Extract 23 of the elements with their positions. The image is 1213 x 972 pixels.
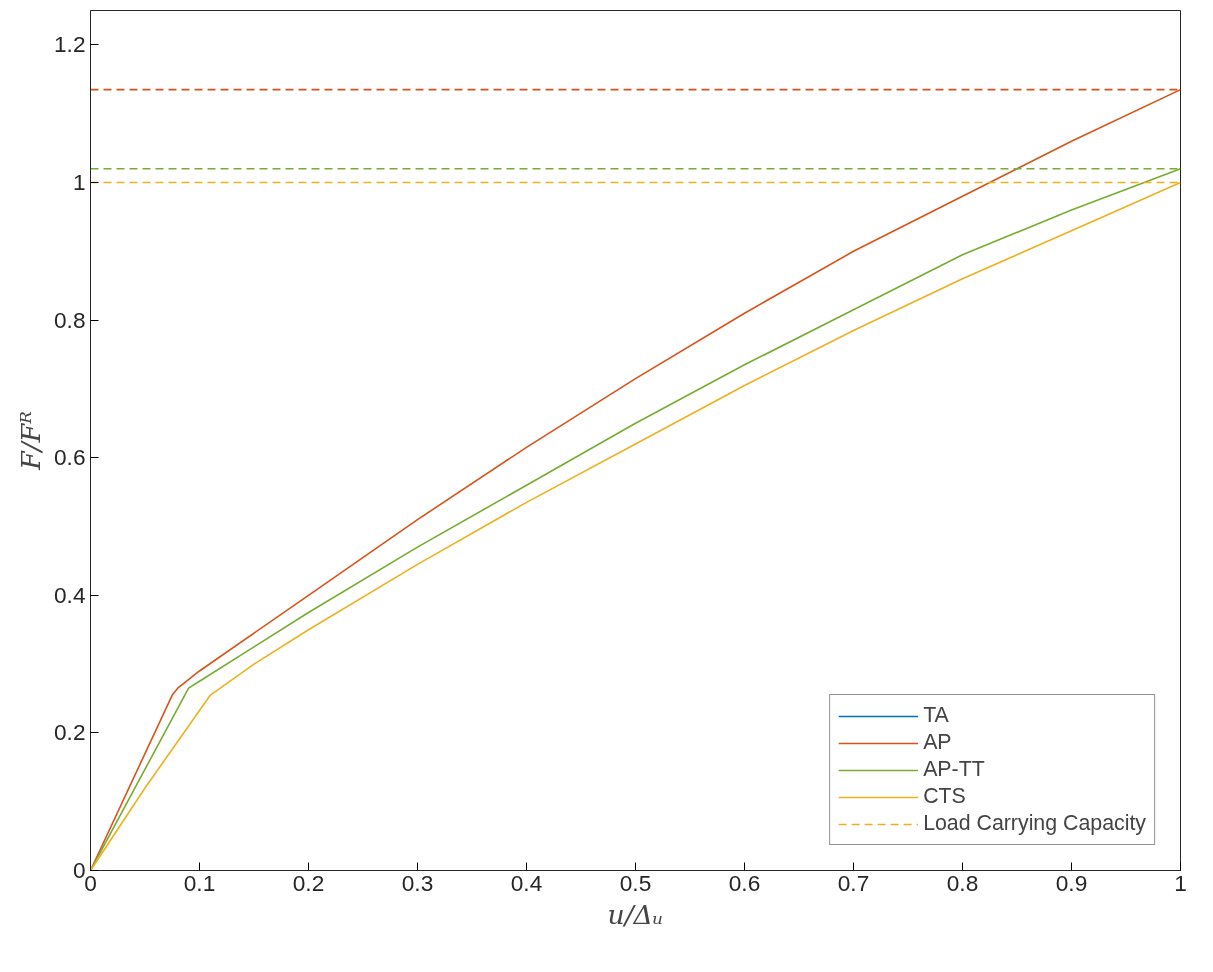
legend-label: AP (923, 730, 952, 755)
x-tick-label: 1 (1174, 869, 1187, 896)
x-tick-label: 0.9 (1055, 869, 1088, 896)
x-tick-label: 0.1 (183, 869, 216, 896)
y-tick-label: 1.2 (54, 31, 86, 58)
x-tick-label: 0.5 (619, 869, 652, 896)
x-tick-label: 0.2 (292, 869, 325, 896)
y-tick-label: 1 (72, 169, 86, 195)
legend-label: AP-TT (923, 757, 985, 782)
x-tick-label: 0.8 (946, 869, 979, 896)
x-axis-title: u/Δᵤ (607, 898, 664, 930)
x-tick-label: 0.7 (837, 869, 870, 896)
y-tick-label: 0.2 (54, 719, 86, 746)
legend-label: TA (923, 703, 949, 728)
x-tick-label: 0.3 (401, 869, 434, 896)
legend-label: Load Carrying Capacity (923, 811, 1146, 836)
y-tick-label: 0.8 (54, 306, 86, 333)
x-tick-label: 0.4 (510, 869, 543, 896)
legend-label: CTS (923, 784, 966, 809)
y-tick-label: 0.4 (54, 581, 86, 608)
x-tick-label: 0.6 (728, 869, 761, 896)
y-axis-title: F/Fᴿ (15, 410, 46, 471)
y-tick-label: 0.6 (54, 444, 86, 471)
